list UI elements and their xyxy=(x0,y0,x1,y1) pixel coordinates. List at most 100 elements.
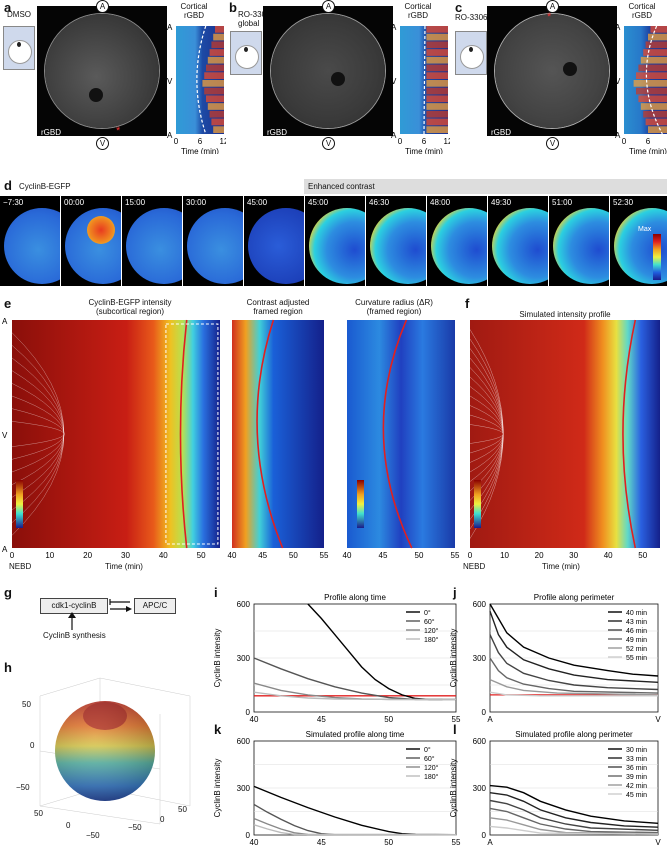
series-line xyxy=(253,691,456,701)
series-line xyxy=(489,610,659,683)
chart-title: Profile along time xyxy=(324,593,386,602)
x-tick-label: 10 xyxy=(500,551,509,560)
channel-label-a: rGBD xyxy=(41,128,61,137)
x-axis-label: Time (min) xyxy=(181,147,219,154)
nuclear-cyclin-blob xyxy=(87,216,115,244)
x-tick-label: 45 xyxy=(379,551,388,560)
scale-max-label: Max xyxy=(638,226,652,233)
kymograph-band xyxy=(211,41,224,49)
kymograph-band xyxy=(426,49,448,56)
x-tick-label: 40 xyxy=(250,838,259,847)
simulated-sphere-3d: 50 0 −50 50 0 −50 −50 0 50 xyxy=(16,677,191,840)
frame-time-label: 52:30 xyxy=(613,198,634,207)
svg-text:−50: −50 xyxy=(16,783,30,792)
kymograph-band xyxy=(426,87,448,95)
kymograph-band xyxy=(209,49,224,56)
embryo-cell xyxy=(370,208,426,284)
x-tick-label: 55 xyxy=(452,838,461,847)
y-tick-label: A xyxy=(615,24,621,32)
kymograph-band xyxy=(426,26,448,33)
nebd-label-f: NEBD xyxy=(463,562,486,571)
kymograph-band xyxy=(426,72,448,79)
x-tick-label: 30 xyxy=(121,551,130,560)
svg-text:0: 0 xyxy=(160,815,165,824)
y-tick-label: V xyxy=(615,77,621,86)
legend-label: 120° xyxy=(424,764,439,772)
x-tick-label: 40 xyxy=(343,551,352,560)
y-tick-label: A xyxy=(391,131,397,140)
cdk1-cyclinb-box: cdk1-cyclinB xyxy=(40,598,108,614)
x-axis-label: Time (min) xyxy=(629,147,667,154)
series-line xyxy=(489,657,659,694)
kymograph-band xyxy=(426,33,448,41)
wave-front-line xyxy=(256,319,284,549)
panel-letter-f: f xyxy=(465,296,470,311)
heatmap-title-f: Simulated intensity profile xyxy=(519,310,611,319)
frame-time-label: 45:00 xyxy=(308,198,329,207)
time-lapse-frame: 45:00 xyxy=(244,196,304,286)
time-lapse-frame: 46:30 xyxy=(366,196,426,286)
series-line xyxy=(489,799,659,831)
vegetal-pole-marker: V xyxy=(546,137,559,150)
svg-text:50: 50 xyxy=(22,700,31,709)
feedback-arrows xyxy=(109,599,132,612)
legend-label: 60° xyxy=(424,755,435,763)
ablation-star-c: * xyxy=(547,11,552,23)
x-axis-label: Time (min) xyxy=(405,147,443,154)
legend-label: 42 min xyxy=(626,783,647,790)
x-tick-label: 6 xyxy=(422,137,427,146)
channel-label-c: rGBD xyxy=(491,128,511,137)
kymograph-band xyxy=(640,56,667,64)
kymograph-band xyxy=(636,72,667,79)
kymograph-band xyxy=(426,126,448,133)
kymograph-band xyxy=(209,110,224,118)
legend-label: 49 min xyxy=(626,637,647,644)
embryo-image-c xyxy=(487,6,617,136)
x-tick-label: A xyxy=(487,715,493,724)
y-axis-label: CyclinB intensity xyxy=(213,759,222,818)
ablation-star-a: * xyxy=(116,125,121,137)
y-tick-label: V xyxy=(167,77,173,86)
y-tick-label: A xyxy=(615,131,621,140)
animal-pole-marker: A xyxy=(322,0,335,13)
panel-letter-k: k xyxy=(214,722,222,737)
panel-letter-g: g xyxy=(4,585,12,600)
embryo-cell xyxy=(492,208,548,284)
kymograph-band xyxy=(206,95,224,103)
kymograph-band xyxy=(426,110,448,118)
svg-text:0: 0 xyxy=(66,821,71,830)
contour-line xyxy=(469,424,504,444)
frame-time-label: 49:30 xyxy=(491,198,512,207)
heatmap-title-e3: Curvature radius (ΔR) (framed region) xyxy=(355,298,433,316)
embryo-schematic-b xyxy=(230,31,262,75)
kymograph-band xyxy=(650,26,667,33)
heatmap-layer: 0 10 20 30 40 50 A V A 40 45 50 55 40 45 50 55 0 10 20 30 40 5… xyxy=(2,317,660,560)
condition-label-c: RO-3306 xyxy=(455,13,488,22)
kymograph-band xyxy=(211,118,224,126)
wave-front-line xyxy=(645,25,663,135)
x-tick-label: 50 xyxy=(415,551,424,560)
vegetal-pole-marker: V xyxy=(322,137,335,150)
frame-time-label: 45:00 xyxy=(247,198,268,207)
wave-front-line xyxy=(423,25,426,135)
embryo-cell xyxy=(4,208,60,284)
x-tick-label: 40 xyxy=(159,551,168,560)
x-tick-label: 0 xyxy=(468,551,473,560)
panel-letter-d: d xyxy=(4,178,12,193)
frame-time-label: 46:30 xyxy=(369,198,390,207)
embryo-cell xyxy=(248,208,304,284)
y-tick-label: A xyxy=(2,545,8,554)
time-lapse-frame: −7:30 xyxy=(0,196,60,286)
embryo-cell xyxy=(553,208,609,284)
time-lapse-frame: 48:00 xyxy=(427,196,487,286)
time-lapse-frame: 30:00 xyxy=(183,196,243,286)
kymograph-band xyxy=(640,103,667,110)
y-axis-label: CyclinB intensity xyxy=(449,629,458,688)
kymograph-band xyxy=(426,118,448,126)
wave-front-line xyxy=(196,25,207,135)
embryo-image-b xyxy=(263,6,393,136)
y-tick-label: 300 xyxy=(473,654,487,663)
svg-text:50: 50 xyxy=(178,805,187,814)
x-tick-label: 0 xyxy=(398,137,403,146)
